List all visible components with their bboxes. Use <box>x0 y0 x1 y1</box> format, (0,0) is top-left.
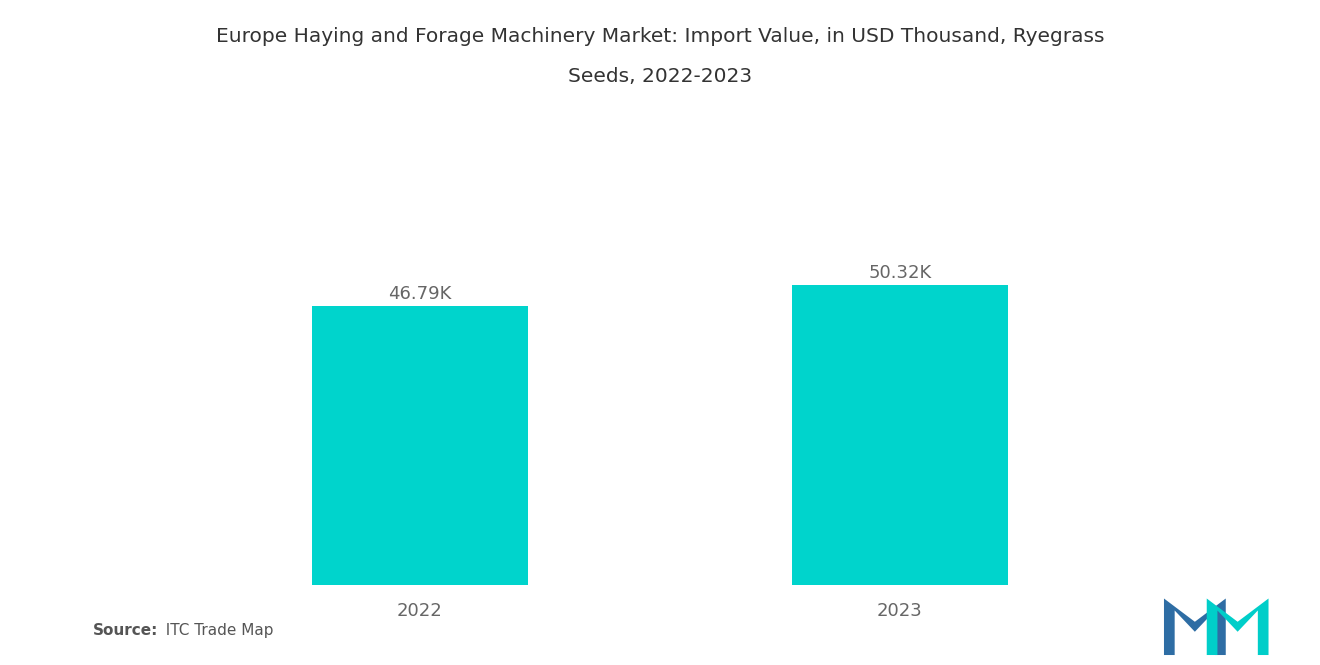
Bar <box>792 285 1008 585</box>
Text: Source:: Source: <box>92 623 158 638</box>
Text: ITC Trade Map: ITC Trade Map <box>156 623 273 638</box>
Text: 50.32K: 50.32K <box>869 263 932 281</box>
Text: Seeds, 2022-2023: Seeds, 2022-2023 <box>568 66 752 86</box>
Bar <box>312 307 528 585</box>
Polygon shape <box>1164 598 1226 655</box>
Polygon shape <box>1206 598 1269 655</box>
Text: 46.79K: 46.79K <box>388 285 451 303</box>
Text: Europe Haying and Forage Machinery Market: Import Value, in USD Thousand, Ryegra: Europe Haying and Forage Machinery Marke… <box>215 27 1105 46</box>
